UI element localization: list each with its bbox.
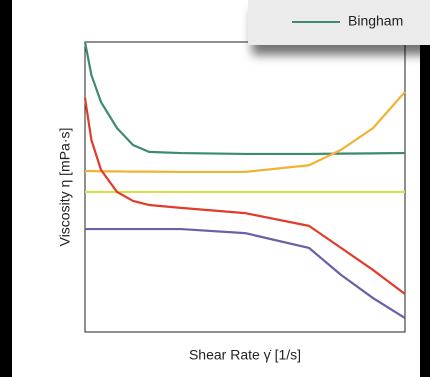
series-line xyxy=(83,97,406,295)
y-axis-label: Viscosity η [mPa·s] xyxy=(57,128,73,247)
background xyxy=(12,0,420,377)
series-line xyxy=(83,41,406,156)
legend: Bingham xyxy=(248,0,430,45)
series-line xyxy=(85,91,406,174)
plot-frame xyxy=(84,41,406,333)
series-line xyxy=(85,227,406,320)
legend-label: Bingham xyxy=(348,13,403,29)
x-axis-label: Shear Rate γ̇ [1/s] xyxy=(189,347,301,363)
